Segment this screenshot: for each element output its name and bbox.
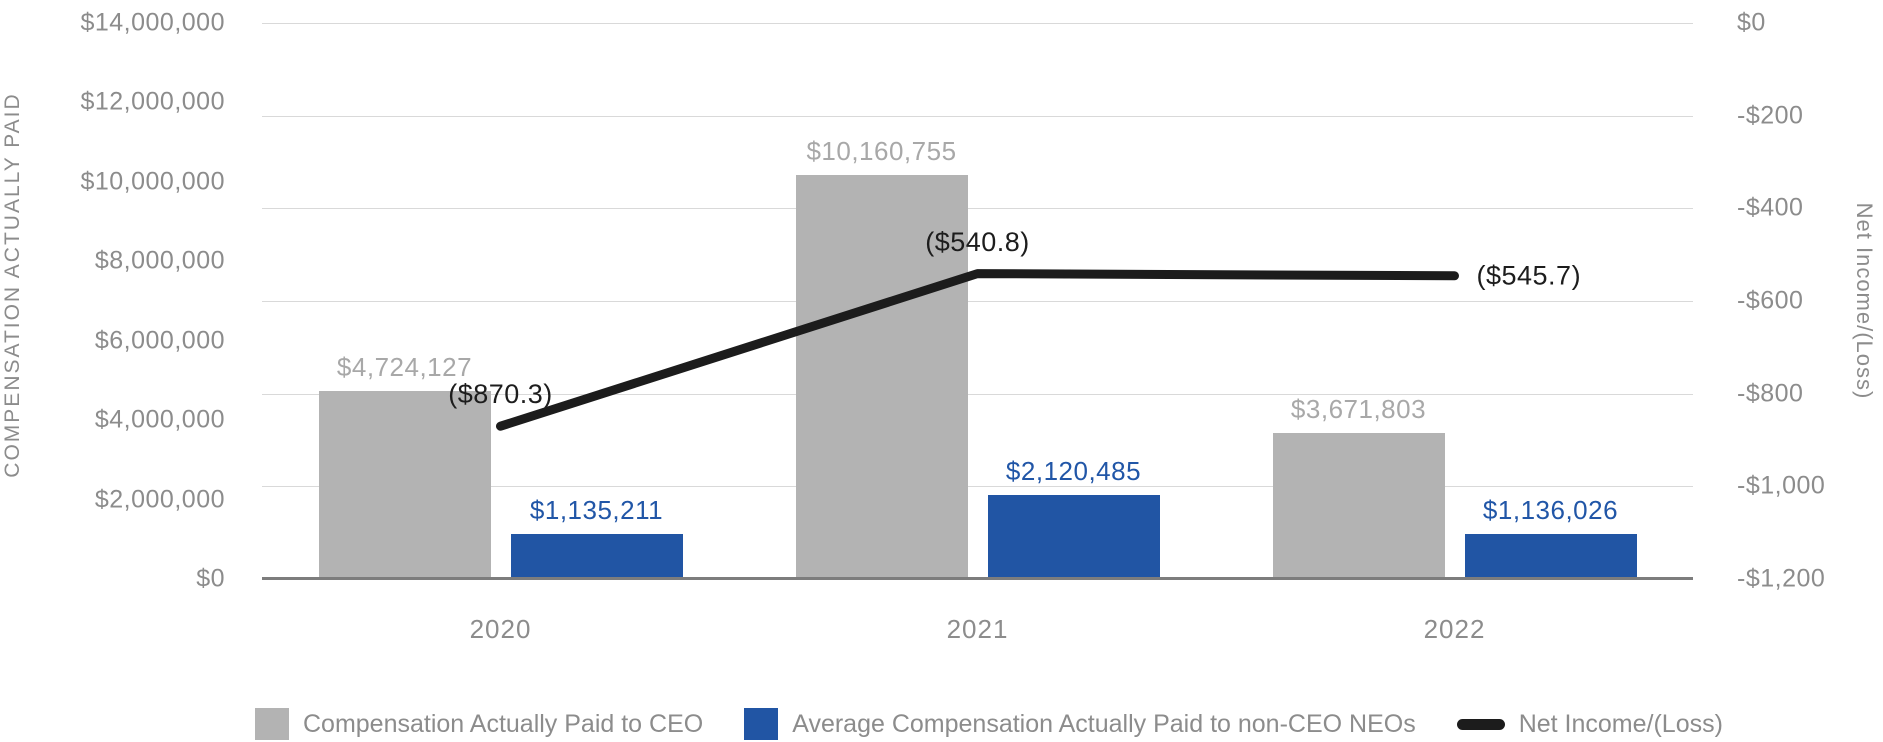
bar-group-2021: $10,160,755 $2,120,485: [739, 23, 1216, 579]
ceo-comp-bar-2022: $3,671,803: [1272, 394, 1445, 579]
left-axis-tick: $2,000,000: [94, 485, 225, 514]
neo-comp-value-2022: $1,136,026: [1482, 494, 1619, 525]
legend-label-net-income: Net Income/(Loss): [1518, 709, 1723, 738]
bar-group-2022: $3,671,803 $1,136,026: [1216, 23, 1693, 579]
x-label-2021: 2021: [946, 614, 1009, 644]
x-label-2022: 2022: [1423, 614, 1486, 644]
gridline: [262, 486, 1693, 488]
ceo-comp-value-2020: $4,724,127: [336, 352, 473, 383]
neo-comp-value-2020: $1,135,211: [529, 494, 664, 525]
right-axis-ticks: $0 -$200 -$400 -$600 -$800 -$1,000 -$1,2…: [1737, 9, 1877, 593]
neo-comp-bar-2022: $1,136,026: [1464, 495, 1637, 579]
gridline: [262, 23, 1693, 24]
bar-group-2020: $4,724,127 $1,135,211: [262, 23, 739, 579]
black-line-swatch-icon: [1456, 718, 1505, 730]
left-axis-tick: $8,000,000: [94, 246, 225, 275]
left-axis-ticks: $14,000,000 $12,000,000 $10,000,000 $8,0…: [0, 9, 225, 593]
left-axis-tick: $6,000,000: [94, 326, 225, 355]
left-axis-tick: $10,000,000: [80, 167, 225, 196]
gridline: [262, 301, 1693, 302]
neo-comp-bar-2020: $1,135,211: [510, 495, 683, 579]
right-axis-tick: $0: [1737, 8, 1766, 37]
net-income-value-2022: ($545.7): [1476, 260, 1582, 291]
gray-square-swatch-icon: [255, 708, 289, 740]
x-label-2020: 2020: [469, 614, 532, 644]
left-axis-tick: $12,000,000: [80, 87, 225, 116]
legend-label-ceo-comp: Compensation Actually Paid to CEO: [303, 709, 704, 738]
ceo-comp-value-2021: $10,160,755: [806, 136, 957, 167]
plot-area: $4,724,127 $1,135,211 $10,160,755 $2,120…: [262, 23, 1693, 580]
net-income-line: [496, 269, 1459, 431]
legend-label-neo-comp: Average Compensation Actually Paid to no…: [792, 709, 1416, 738]
gridline: [262, 115, 1693, 117]
legend-item-net-income: Net Income/(Loss): [1456, 709, 1723, 739]
gridline: [262, 393, 1693, 395]
left-axis-tick: $14,000,000: [80, 8, 225, 37]
right-axis-tick: -$1,000: [1737, 471, 1826, 500]
neo-comp-value-2021: $2,120,485: [1005, 455, 1142, 486]
ceo-comp-bar-2021: $10,160,755: [795, 136, 968, 579]
neo-comp-bar-2021: $2,120,485: [987, 456, 1160, 579]
net-income-value-2020: ($870.3): [448, 379, 553, 410]
ceo-comp-value-2022: $3,671,803: [1290, 394, 1427, 425]
blue-square-swatch-icon: [744, 708, 779, 740]
legend: Compensation Actually Paid to CEO Averag…: [255, 708, 1723, 740]
right-axis-tick: -$400: [1737, 193, 1804, 222]
right-axis-tick: -$1,200: [1737, 564, 1826, 593]
left-axis-tick: $4,000,000: [94, 405, 225, 434]
right-axis-tick: -$800: [1737, 379, 1804, 408]
legend-item-neo-comp: Average Compensation Actually Paid to no…: [744, 708, 1416, 740]
x-axis-line: [262, 577, 1693, 580]
gridline: [262, 208, 1693, 210]
right-axis-tick: -$200: [1737, 101, 1804, 130]
left-axis-tick: $0: [196, 564, 225, 593]
bar-groups: $4,724,127 $1,135,211 $10,160,755 $2,120…: [262, 23, 1693, 579]
right-axis-tick: -$600: [1737, 286, 1804, 315]
ceo-comp-bar-2020: $4,724,127: [318, 352, 491, 579]
x-axis-labels: 2020 2021 2022: [262, 614, 1693, 645]
net-income-value-2021: ($540.8): [925, 226, 1030, 257]
legend-item-ceo-comp: Compensation Actually Paid to CEO: [255, 708, 703, 740]
